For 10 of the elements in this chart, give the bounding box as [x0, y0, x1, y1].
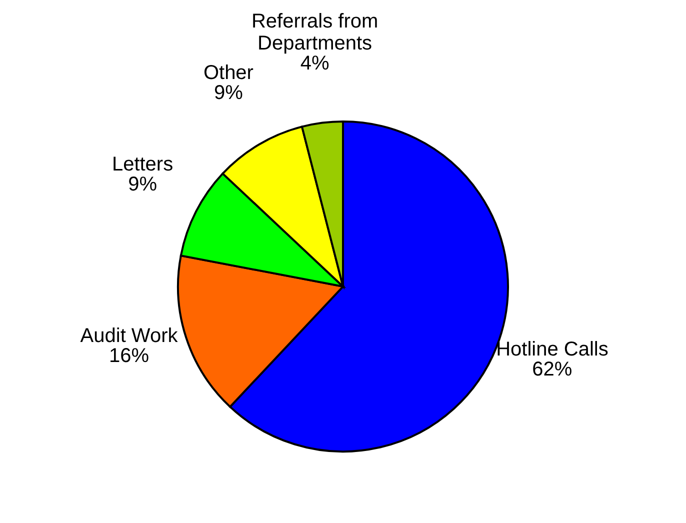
data-label: 62%: [532, 358, 572, 380]
slice-label: Hotline Calls: [496, 338, 608, 360]
slice-label: Other: [203, 62, 254, 84]
category-label: Referrals from Departments: [251, 10, 378, 54]
slice-label: Letters: [112, 153, 174, 176]
data-label: 16%: [108, 345, 150, 368]
data-label: 9%: [128, 173, 158, 196]
data-label: 4%: [300, 52, 330, 74]
slice-label: Audit Work: [80, 325, 179, 348]
data-label: 9%: [214, 82, 244, 104]
